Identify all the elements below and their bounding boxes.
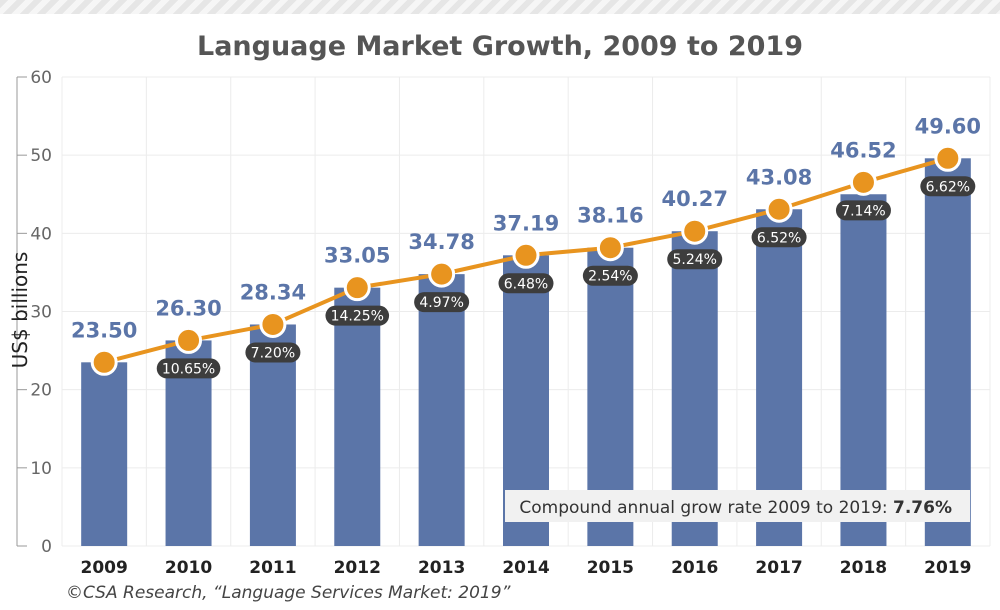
data-point xyxy=(765,195,793,223)
value-labels: 23.50 26.30 28.34 33.05 34.78 37.19 38.16 40.27… xyxy=(71,114,981,342)
cagr-box: Compound annual grow rate 2009 to 2019: … xyxy=(505,490,970,522)
x-tick-label: 2010 xyxy=(165,558,212,578)
value-label: 34.78 xyxy=(408,230,474,254)
growth-badge: 6.48% xyxy=(498,273,554,294)
y-tick-label: 20 xyxy=(30,381,52,401)
x-tick-label: 2018 xyxy=(840,558,887,578)
data-point xyxy=(512,241,540,269)
x-tick-label: 2015 xyxy=(587,558,634,578)
y-tick-label: 30 xyxy=(30,303,52,323)
data-point xyxy=(681,217,709,245)
growth-badge-bg xyxy=(414,292,470,313)
growth-badge-label: 10.65% xyxy=(162,361,215,377)
growth-badge: 6.52% xyxy=(751,227,807,248)
x-tick-label: 2017 xyxy=(755,558,802,578)
top-stripe xyxy=(0,0,1000,14)
bar xyxy=(756,209,803,546)
bars xyxy=(81,158,971,547)
growth-badge: 14.25% xyxy=(325,305,390,326)
y-axis-label: US$ billions xyxy=(8,252,32,369)
y-tick-label: 50 xyxy=(30,146,52,166)
x-tick-label: 2011 xyxy=(249,558,296,578)
growth-badge: 6.62% xyxy=(920,176,976,197)
x-tick-label: 2013 xyxy=(418,558,465,578)
x-tick-label: 2016 xyxy=(671,558,718,578)
data-point xyxy=(343,274,371,302)
x-tick-label: 2012 xyxy=(334,558,381,578)
data-point xyxy=(90,348,118,376)
growth-badge-bg xyxy=(751,227,807,248)
growth-badge: 7.14% xyxy=(835,200,891,221)
y-tick-label: 40 xyxy=(30,224,52,244)
bar xyxy=(334,287,381,546)
growth-badge: 10.65% xyxy=(156,358,221,379)
growth-badge-label: 6.62% xyxy=(926,179,970,195)
bar xyxy=(418,274,465,546)
data-point xyxy=(849,168,877,196)
data-point xyxy=(259,310,287,338)
growth-badge-bg xyxy=(156,358,221,379)
growth-badge-bg xyxy=(920,176,976,197)
chart-title: Language Market Growth, 2009 to 2019 xyxy=(197,31,803,62)
growth-badge-bg xyxy=(835,200,891,221)
value-label: 37.19 xyxy=(493,211,559,235)
growth-badge-bg xyxy=(498,273,554,294)
value-label: 49.60 xyxy=(915,114,981,138)
growth-badge: 7.20% xyxy=(245,342,301,363)
x-tick-label: 2014 xyxy=(502,558,549,578)
growth-badge-label: 6.52% xyxy=(757,230,801,246)
value-label: 38.16 xyxy=(577,204,643,228)
bar xyxy=(924,158,971,546)
growth-badge-label: 6.48% xyxy=(504,276,548,292)
source-note: ©CSA Research, “Language Services Market… xyxy=(66,583,511,603)
data-point xyxy=(596,234,624,262)
growth-badge-bg xyxy=(667,249,723,270)
growth-badge-label: 5.24% xyxy=(672,252,716,268)
data-point xyxy=(428,260,456,288)
x-tick-label: 2009 xyxy=(81,558,128,578)
growth-badge: 4.97% xyxy=(414,292,470,313)
value-label: 26.30 xyxy=(155,296,221,320)
data-point xyxy=(934,144,962,172)
cagr-box-bg xyxy=(505,490,970,522)
value-label: 23.50 xyxy=(71,318,137,342)
y-axis: 0 10 20 30 40 50 60 xyxy=(16,68,52,557)
value-label: 43.08 xyxy=(746,165,812,189)
y-tick-label: 60 xyxy=(30,68,52,88)
data-point xyxy=(175,326,203,354)
cagr-label: Compound annual grow rate 2009 to 2019: xyxy=(519,498,887,518)
x-axis: 2009 2010 2011 2012 2013 2014 2015 2016 2017 2018… xyxy=(81,558,972,578)
growth-badge-label: 4.97% xyxy=(419,295,463,311)
growth-badges: 10.65% 7.20% 14.25% 4.97% 6.48% 2.54% 5.24% 6.5… xyxy=(156,176,976,379)
growth-badge-bg xyxy=(582,265,638,286)
growth-badge-bg xyxy=(325,305,390,326)
value-label: 28.34 xyxy=(240,280,306,304)
cagr-value: 7.76% xyxy=(893,498,952,518)
growth-badge-label: 7.14% xyxy=(841,203,885,219)
growth-badge: 5.24% xyxy=(667,249,723,270)
growth-badge-label: 7.20% xyxy=(251,345,295,361)
value-label: 40.27 xyxy=(662,187,728,211)
value-label: 46.52 xyxy=(830,138,896,162)
bar xyxy=(81,362,128,546)
growth-badge-bg xyxy=(245,342,301,363)
cagr-text: Compound annual grow rate 2009 to 2019: … xyxy=(519,498,952,518)
growth-badge-label: 14.25% xyxy=(331,309,384,325)
value-label: 33.05 xyxy=(324,244,390,268)
y-tick-label: 0 xyxy=(41,537,52,557)
x-tick-label: 2019 xyxy=(924,558,971,578)
growth-badge: 2.54% xyxy=(582,265,638,286)
growth-badge-label: 2.54% xyxy=(588,269,632,285)
points xyxy=(90,144,962,376)
grid xyxy=(61,76,991,547)
bar xyxy=(840,194,887,546)
y-tick-label: 10 xyxy=(30,459,52,479)
